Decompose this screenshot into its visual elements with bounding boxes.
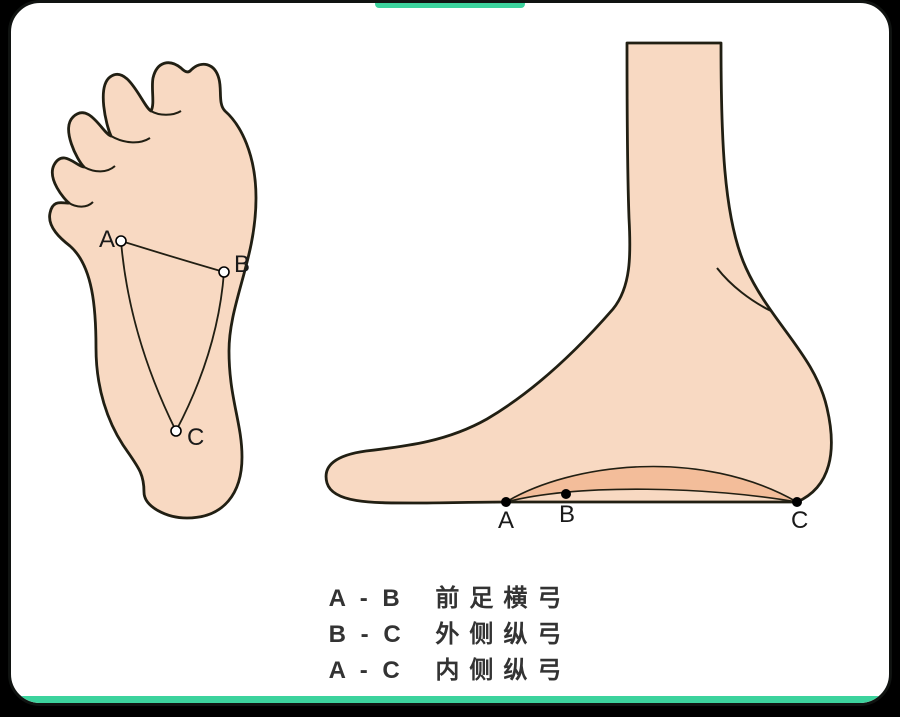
legend-row: B - C 外侧纵弓	[11, 617, 889, 653]
legend-label: 前足横弓	[419, 585, 572, 612]
legend-row: A - B 前足横弓	[11, 581, 889, 617]
legend-pair: B - C	[329, 617, 419, 653]
legend-row: A - C 内侧纵弓	[11, 653, 889, 689]
foot-sole-view: A B C	[50, 63, 256, 518]
bottom-accent-bar	[14, 696, 886, 704]
side-point-label-C: C	[791, 507, 808, 534]
legend-label: 内侧纵弓	[419, 657, 572, 684]
sole-point-label-B: B	[234, 251, 250, 278]
side-point-label-A: A	[498, 507, 514, 534]
foot-side-view: A B C	[326, 43, 831, 534]
legend-label: 外侧纵弓	[419, 621, 572, 648]
legend-block: A - B 前足横弓B - C 外侧纵弓A - C 内侧纵弓	[11, 581, 889, 689]
sole-point-label-A: A	[99, 226, 115, 253]
diagram-card: ABC ABC A - B 前足横弓B - C 外侧纵弓A - C 内侧纵弓	[8, 0, 892, 706]
side-point-label-B: B	[559, 501, 575, 528]
legend-pair: A - B	[329, 581, 419, 617]
legend-pair: A - C	[329, 653, 419, 689]
sole-point-label-C: C	[187, 424, 204, 451]
